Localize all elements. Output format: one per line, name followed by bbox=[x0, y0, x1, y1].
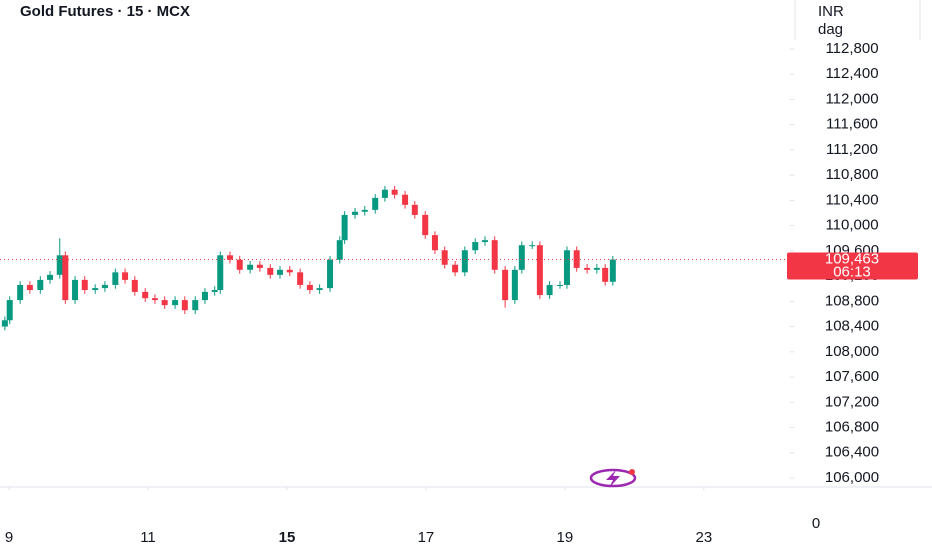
y-tick-label: 112,000 bbox=[825, 90, 878, 107]
candle-body bbox=[306, 284, 313, 290]
y-tick-label: 111,200 bbox=[826, 141, 878, 158]
y-tick-label: 112,800 bbox=[825, 40, 878, 57]
candle-body bbox=[192, 300, 199, 311]
candle-body bbox=[557, 284, 564, 286]
candle-body bbox=[391, 189, 398, 195]
x-tick-label: 9 bbox=[5, 529, 13, 546]
candle-body bbox=[267, 267, 274, 275]
currency: INR bbox=[818, 3, 844, 20]
y-tick-label: 106,800 bbox=[825, 418, 879, 435]
candle-body bbox=[461, 250, 468, 273]
y-tick-label: 107,200 bbox=[825, 393, 879, 410]
x-tick-label: 17 bbox=[418, 529, 435, 546]
candle-body bbox=[481, 240, 488, 243]
candle-body bbox=[286, 269, 293, 273]
candle-body bbox=[1, 320, 8, 327]
candle-body bbox=[452, 264, 459, 273]
candle-body bbox=[297, 272, 304, 285]
candle-body bbox=[327, 259, 334, 289]
candle-body bbox=[122, 272, 129, 280]
candle-body bbox=[236, 259, 243, 270]
candle-body bbox=[381, 189, 388, 198]
candle-body bbox=[277, 269, 284, 275]
candle-body bbox=[502, 269, 509, 301]
candle-body bbox=[341, 214, 348, 241]
unit: dag bbox=[818, 21, 843, 38]
y-tick-label: 106,400 bbox=[825, 444, 879, 461]
candle-body bbox=[62, 255, 69, 301]
last-price-box bbox=[787, 252, 918, 280]
candle-body bbox=[372, 197, 379, 210]
candle-body bbox=[37, 279, 44, 290]
candle-body bbox=[529, 245, 536, 247]
candle-body bbox=[142, 291, 149, 299]
candle-body bbox=[247, 264, 254, 270]
candle-body bbox=[336, 240, 343, 260]
candle-body bbox=[511, 269, 518, 301]
candle-body bbox=[352, 211, 359, 215]
candle-body bbox=[17, 284, 24, 301]
lower-pane-tick-label: 0 bbox=[812, 515, 820, 532]
candle-body bbox=[441, 250, 448, 265]
x-tick-label: 23 bbox=[695, 529, 712, 546]
chart-title: Gold Futures · 15 · MCX bbox=[20, 3, 190, 20]
y-tick-label: 111,600 bbox=[826, 116, 878, 133]
candle-body bbox=[563, 250, 570, 285]
candle-body bbox=[151, 298, 158, 301]
candle-body bbox=[81, 279, 88, 290]
candle-body bbox=[316, 288, 323, 290]
last-price-label: 109,463 bbox=[825, 250, 879, 267]
candle-body bbox=[217, 255, 224, 290]
x-tick-label: 15 bbox=[279, 529, 296, 546]
candle-body bbox=[402, 194, 409, 205]
candle-body bbox=[602, 267, 609, 282]
candle-body bbox=[491, 240, 498, 270]
logo-icon bbox=[589, 468, 637, 488]
candle-body bbox=[411, 204, 418, 215]
y-tick-label: 108,000 bbox=[825, 343, 879, 360]
candle-body bbox=[226, 255, 233, 260]
candle-body bbox=[593, 267, 600, 270]
y-tick-label: 107,600 bbox=[825, 368, 879, 385]
y-tick-label: 108,400 bbox=[825, 318, 879, 335]
candle-body bbox=[181, 300, 188, 311]
candle-body bbox=[161, 300, 168, 306]
x-tick-label: 11 bbox=[140, 529, 156, 546]
candle-body bbox=[609, 259, 616, 282]
y-tick-label: 110,400 bbox=[825, 191, 878, 208]
candle-body bbox=[26, 284, 33, 290]
x-tick-label: 19 bbox=[557, 529, 574, 546]
countdown: 06:13 bbox=[833, 263, 871, 280]
candle-body bbox=[131, 279, 138, 292]
y-tick-label: 112,400 bbox=[825, 65, 878, 82]
candle-body bbox=[112, 272, 119, 285]
candle-body bbox=[256, 264, 263, 268]
candle-body bbox=[518, 245, 525, 270]
candle-body bbox=[472, 242, 479, 251]
candle-body bbox=[431, 235, 438, 251]
candle-body bbox=[56, 255, 63, 275]
candle-body bbox=[92, 288, 99, 290]
candle-body bbox=[584, 267, 591, 270]
candle-body bbox=[536, 245, 543, 296]
candle-body bbox=[172, 300, 179, 306]
candle-body bbox=[72, 279, 79, 301]
candle-body bbox=[101, 284, 108, 289]
y-tick-label: 106,000 bbox=[825, 469, 879, 486]
candle-body bbox=[546, 284, 553, 296]
candle-body bbox=[361, 209, 368, 212]
candle-body bbox=[201, 291, 208, 301]
y-tick-label: 110,800 bbox=[825, 166, 878, 183]
candle-body bbox=[47, 274, 54, 280]
candle-body bbox=[6, 300, 13, 321]
y-tick-label: 110,000 bbox=[825, 217, 878, 234]
y-tick-label: 108,800 bbox=[825, 292, 879, 309]
candle-body bbox=[211, 289, 218, 292]
candle-body bbox=[422, 214, 429, 236]
